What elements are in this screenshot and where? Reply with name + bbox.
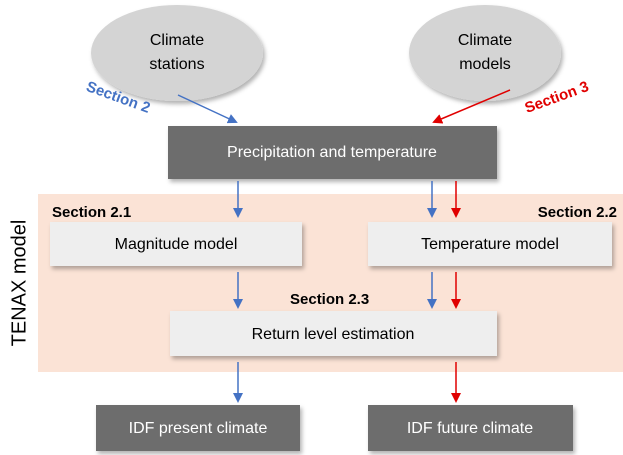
model-label: Temperature model	[421, 236, 559, 253]
section-label: Section 2.2	[538, 204, 617, 221]
model-box	[368, 222, 612, 266]
output-box	[96, 405, 300, 451]
input-label: models	[459, 56, 511, 73]
arrow	[177, 94, 238, 124]
input-label: Climate	[150, 32, 204, 49]
estimation-box	[170, 311, 497, 356]
section-label: Section 2.1	[52, 204, 131, 221]
input-node	[91, 5, 263, 101]
model-label: Magnitude model	[115, 236, 238, 253]
region-label: TENAX model	[8, 220, 30, 347]
output-label: IDF present climate	[129, 420, 268, 437]
output-label: IDF future climate	[407, 420, 533, 437]
input-label: stations	[149, 56, 204, 73]
input-label: Climate	[458, 32, 512, 49]
section-label: Section 2.3	[290, 291, 369, 308]
combined-box	[168, 126, 497, 179]
input-node	[409, 5, 561, 101]
estimation-label: Return level estimation	[252, 326, 415, 343]
output-box	[368, 405, 573, 451]
arrow	[432, 89, 511, 124]
combined-label: Precipitation and temperature	[227, 144, 437, 161]
model-box	[50, 222, 302, 266]
